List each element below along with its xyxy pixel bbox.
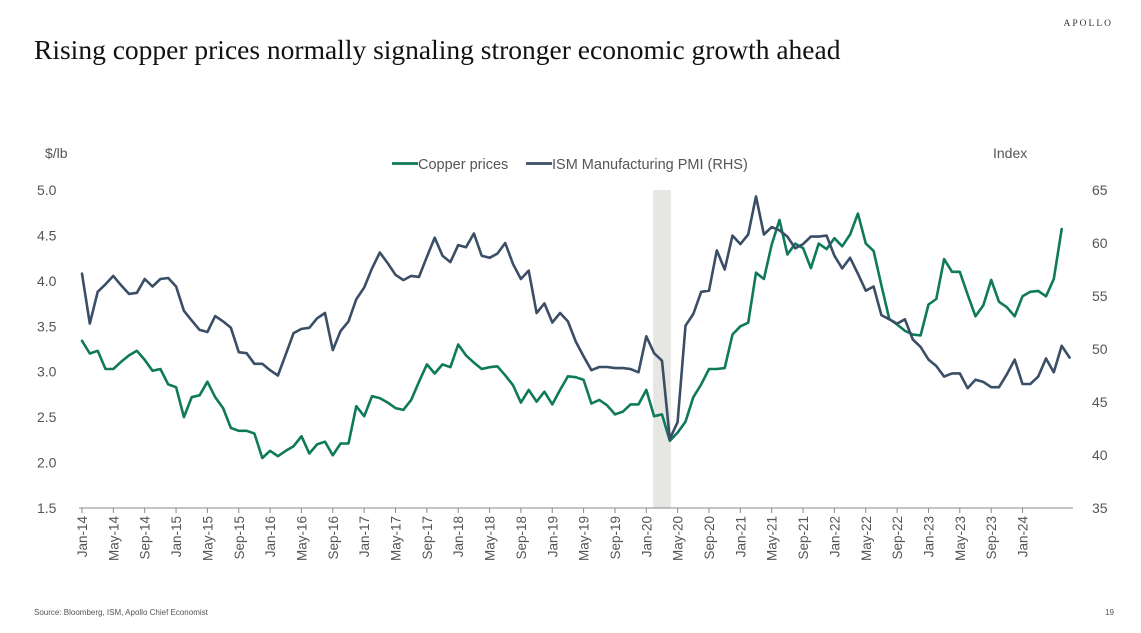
x-tick-label: May-15: [200, 516, 215, 561]
x-tick-label: May-23: [953, 516, 968, 561]
y-right-tick-label: 65: [1092, 182, 1108, 198]
x-tick-label: Sep-14: [138, 516, 153, 560]
x-tick-label: Sep-17: [420, 516, 435, 560]
y-right-tick-label: 55: [1092, 288, 1108, 304]
x-tick-label: Jan-18: [451, 516, 466, 557]
y-left-tick-label: 1.5: [37, 500, 57, 516]
y-left-tick-label: 2.0: [37, 455, 57, 471]
x-tick-label: Jan-15: [169, 516, 184, 557]
y-right-tick-label: 40: [1092, 447, 1108, 463]
x-tick-label: May-18: [483, 516, 498, 561]
shaded-period: [653, 190, 671, 508]
legend-label: Copper prices: [418, 157, 508, 173]
x-tick-label: Sep-16: [326, 516, 341, 560]
x-tick-label: Jan-21: [733, 516, 748, 557]
x-tick-label: Jan-24: [1016, 516, 1031, 558]
x-tick-label: Jan-16: [263, 516, 278, 557]
chart-title: Rising copper prices normally signaling …: [34, 34, 841, 65]
x-tick-label: Jan-17: [357, 516, 372, 557]
x-tick-label: Sep-21: [796, 516, 811, 560]
x-tick-label: Sep-22: [890, 516, 905, 560]
y-right-axis-title: Index: [993, 145, 1027, 161]
brand-logo: APOLLO: [1063, 19, 1113, 29]
x-tick-label: Jan-23: [921, 516, 936, 557]
x-tick-label: May-14: [106, 516, 121, 562]
x-tick-label: May-17: [389, 516, 404, 561]
x-tick-label: Sep-15: [232, 516, 247, 560]
y-left-tick-label: 5.0: [37, 182, 57, 198]
source-note: Source: Bloomberg, ISM, Apollo Chief Eco…: [34, 608, 208, 617]
copper-price-line: [80, 212, 1063, 460]
ism-pmi-line: [80, 195, 1071, 441]
x-tick-label: May-22: [859, 516, 874, 561]
y-right-tick-label: 50: [1092, 341, 1108, 357]
x-tick-label: Jan-14: [75, 516, 90, 558]
legend-label: ISM Manufacturing PMI (RHS): [552, 157, 748, 173]
y-right-tick-label: 35: [1092, 500, 1108, 516]
x-tick-label: Sep-20: [702, 516, 717, 560]
y-left-tick-label: 3.5: [37, 318, 57, 334]
x-tick-label: May-19: [577, 516, 592, 561]
page-number: 19: [1105, 608, 1114, 617]
x-tick-label: Sep-18: [514, 516, 529, 560]
x-tick-label: Jan-19: [545, 516, 560, 557]
x-tick-label: May-16: [294, 516, 309, 561]
x-tick-label: May-20: [671, 516, 686, 561]
x-tick-label: Sep-23: [984, 516, 999, 560]
y-left-tick-label: 2.5: [37, 409, 57, 425]
x-tick-label: May-21: [765, 516, 780, 561]
x-tick-label: Jan-22: [827, 516, 842, 557]
y-left-axis-title: $/lb: [45, 145, 68, 161]
y-right-tick-label: 45: [1092, 394, 1108, 410]
y-left-tick-label: 4.0: [37, 273, 57, 289]
y-left-tick-label: 4.5: [37, 227, 57, 243]
y-left-tick-label: 3.0: [37, 364, 57, 380]
y-right-tick-label: 60: [1092, 235, 1108, 251]
x-tick-label: Sep-19: [608, 516, 623, 560]
x-tick-label: Jan-20: [639, 516, 654, 557]
